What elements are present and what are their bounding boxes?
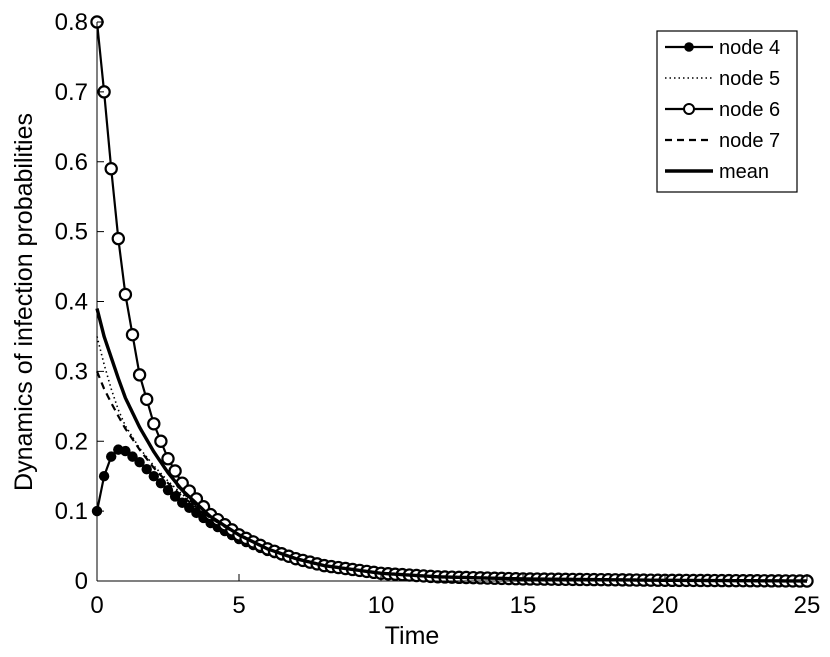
data-point (147, 417, 161, 431)
data-point (118, 287, 133, 302)
legend-marker (683, 103, 695, 115)
data-point (125, 327, 140, 342)
legend-label: mean (719, 161, 769, 183)
data-point (104, 162, 118, 176)
series-mean (95, 308, 808, 583)
y-tick-label: 0.3 (55, 358, 88, 385)
data-point (154, 434, 168, 448)
x-tick-label: 5 (232, 592, 245, 619)
y-tick-label: 0.8 (55, 9, 88, 36)
legend-label: node 7 (719, 130, 780, 152)
data-point (141, 464, 152, 475)
y-tick-label: 0 (75, 568, 88, 595)
data-point (127, 451, 138, 462)
legend: node 4 node 5 node 6 node 7 mean (656, 30, 798, 193)
legend-box (656, 30, 798, 193)
data-point (106, 451, 117, 462)
legend-item: node 5 (665, 68, 780, 90)
legend-item: node 4 (665, 37, 780, 59)
series-line-mean (95, 308, 808, 583)
data-point (134, 457, 145, 468)
data-point (132, 368, 147, 382)
y-axis-label: Dynamics of infection probabilities (10, 113, 38, 491)
x-tick-label: 10 (368, 592, 395, 619)
legend-item: node 7 (665, 130, 780, 152)
legend-label: node 6 (719, 99, 780, 121)
data-point (120, 445, 131, 457)
legend-label: node 4 (719, 37, 780, 59)
data-point (139, 392, 154, 407)
data-point (161, 452, 175, 466)
data-point (169, 491, 181, 502)
y-tick-label: 0.2 (55, 428, 88, 455)
data-point (162, 484, 174, 496)
x-tick-label: 0 (90, 592, 103, 619)
y-tick-label: 0.7 (55, 79, 88, 106)
data-point (148, 470, 159, 482)
y-tick-label: 0.4 (55, 289, 88, 316)
x-axis-label: Time (385, 622, 440, 650)
data-point (111, 231, 126, 246)
data-point (155, 477, 167, 489)
legend-marker (684, 42, 694, 52)
legend-item: node 6 (665, 99, 780, 121)
y-tick-label: 0.5 (55, 219, 88, 246)
legend-label: node 5 (719, 68, 780, 90)
axes-layer: 0 5 10 15 20 25 0 0.1 0.2 0.3 0.4 0.5 0.6 0.7 0.8 (55, 9, 821, 619)
data-point (98, 470, 110, 482)
y-tick-label: 0.6 (55, 149, 88, 176)
x-tick-label: 15 (510, 592, 537, 619)
x-tick-label: 20 (652, 592, 679, 619)
legend-item: mean (665, 161, 769, 183)
y-tick-label: 0.1 (55, 498, 88, 525)
data-point (168, 464, 182, 478)
x-tick-label: 25 (794, 592, 821, 619)
